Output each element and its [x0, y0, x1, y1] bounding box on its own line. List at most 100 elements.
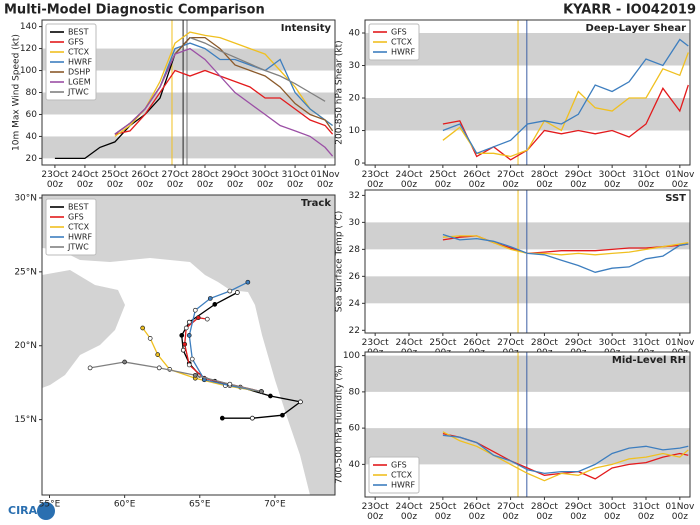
series-line	[114, 47, 334, 157]
grid-band	[42, 136, 335, 159]
y-tick-label: 28	[349, 245, 361, 255]
grid-band	[42, 92, 335, 115]
legend-label: HWRF	[68, 233, 92, 242]
legend-box	[45, 198, 97, 256]
figure-title: Multi-Model Diagnostic Comparison	[4, 3, 265, 18]
panel-title: Track	[301, 198, 331, 209]
y-tick-label: 10	[349, 126, 361, 136]
track-point	[259, 389, 264, 394]
legend-label: HWRF	[391, 48, 415, 57]
y-axis-label: Sea Surface Temp (°C)	[335, 211, 345, 312]
grid-band	[365, 222, 690, 250]
legend-box	[368, 456, 420, 494]
y-tick-label: 20	[26, 154, 38, 164]
plot-frame	[41, 194, 336, 496]
y-tick-label: 22	[349, 326, 360, 336]
y-tick-label: 25°N	[14, 267, 37, 277]
y-tick-label: 30	[349, 218, 361, 228]
series-line	[442, 431, 689, 482]
legend-label: GFS	[68, 213, 84, 222]
plot-frame	[364, 189, 691, 334]
y-tick-label: 15°N	[14, 415, 37, 425]
y-tick-label: 140	[20, 22, 37, 32]
y-tick-label: 120	[20, 44, 37, 54]
legend-label: JTWC	[67, 88, 89, 97]
grid-band	[365, 355, 690, 392]
track-point	[212, 302, 218, 307]
plot-frame	[41, 19, 336, 166]
legend-label: JTWC	[67, 243, 89, 252]
legend-label: HWRF	[391, 481, 415, 490]
track-point	[227, 288, 233, 294]
land	[42, 195, 335, 495]
y-axis-label: 700-500 hPa Humidity (%)	[335, 365, 345, 484]
track-point	[280, 412, 285, 418]
plot-frame	[364, 351, 691, 498]
legend-label: CTCX	[68, 223, 90, 232]
panel-title: Intensity	[281, 23, 332, 34]
storm-id: KYARR - IO042019	[563, 3, 696, 18]
track-point	[227, 381, 233, 387]
plot-background	[365, 190, 690, 333]
y-tick-label: 80	[349, 387, 361, 397]
series-line	[89, 361, 262, 393]
y-tick-label: 32	[349, 191, 360, 201]
legend-label: BEST	[68, 28, 89, 37]
series-line	[442, 235, 689, 256]
track-point	[192, 307, 198, 313]
y-tick-label: 60	[349, 424, 361, 434]
series-line	[54, 37, 191, 160]
series-line	[114, 31, 333, 137]
legend-label: GFS	[391, 461, 407, 470]
track-point	[219, 415, 225, 421]
series-line	[442, 432, 689, 480]
legend-label: DSHP	[68, 68, 90, 77]
grid-band	[42, 48, 335, 71]
x-tick-label: 65°E	[189, 500, 211, 510]
track-point	[250, 415, 255, 421]
y-tick-label: 100	[343, 351, 360, 361]
y-axis-label: 200-850 hPa Shear (kt)	[335, 40, 345, 144]
y-tick-label: 20	[349, 94, 361, 104]
series-line	[189, 36, 326, 102]
legend-label: GFS	[391, 28, 407, 37]
y-tick-label: 40	[349, 29, 361, 39]
track-point	[189, 356, 195, 362]
y-tick-label: 40	[26, 132, 38, 142]
panel: 55°E 60°E 65°E 70°E 15°N 20°N 25°N 30°N Track BES…	[14, 193, 336, 510]
y-tick-label: 20°N	[14, 341, 37, 351]
series-line	[442, 52, 689, 158]
panel: 23Oct00z24Oct00z25Oct00z26Oct00z27Oct00z…	[335, 189, 695, 357]
logo: CIRA	[8, 502, 55, 520]
track-point	[87, 365, 93, 371]
track-point	[186, 362, 192, 368]
y-tick-label: 30	[349, 61, 361, 71]
track-point	[234, 290, 240, 295]
legend-label: GFS	[68, 38, 84, 47]
track-point	[245, 279, 251, 285]
track-point	[182, 341, 188, 347]
series-line	[442, 38, 689, 155]
track-point	[147, 335, 153, 341]
y-tick-label: 30°N	[14, 193, 37, 203]
legend-box	[368, 23, 420, 61]
